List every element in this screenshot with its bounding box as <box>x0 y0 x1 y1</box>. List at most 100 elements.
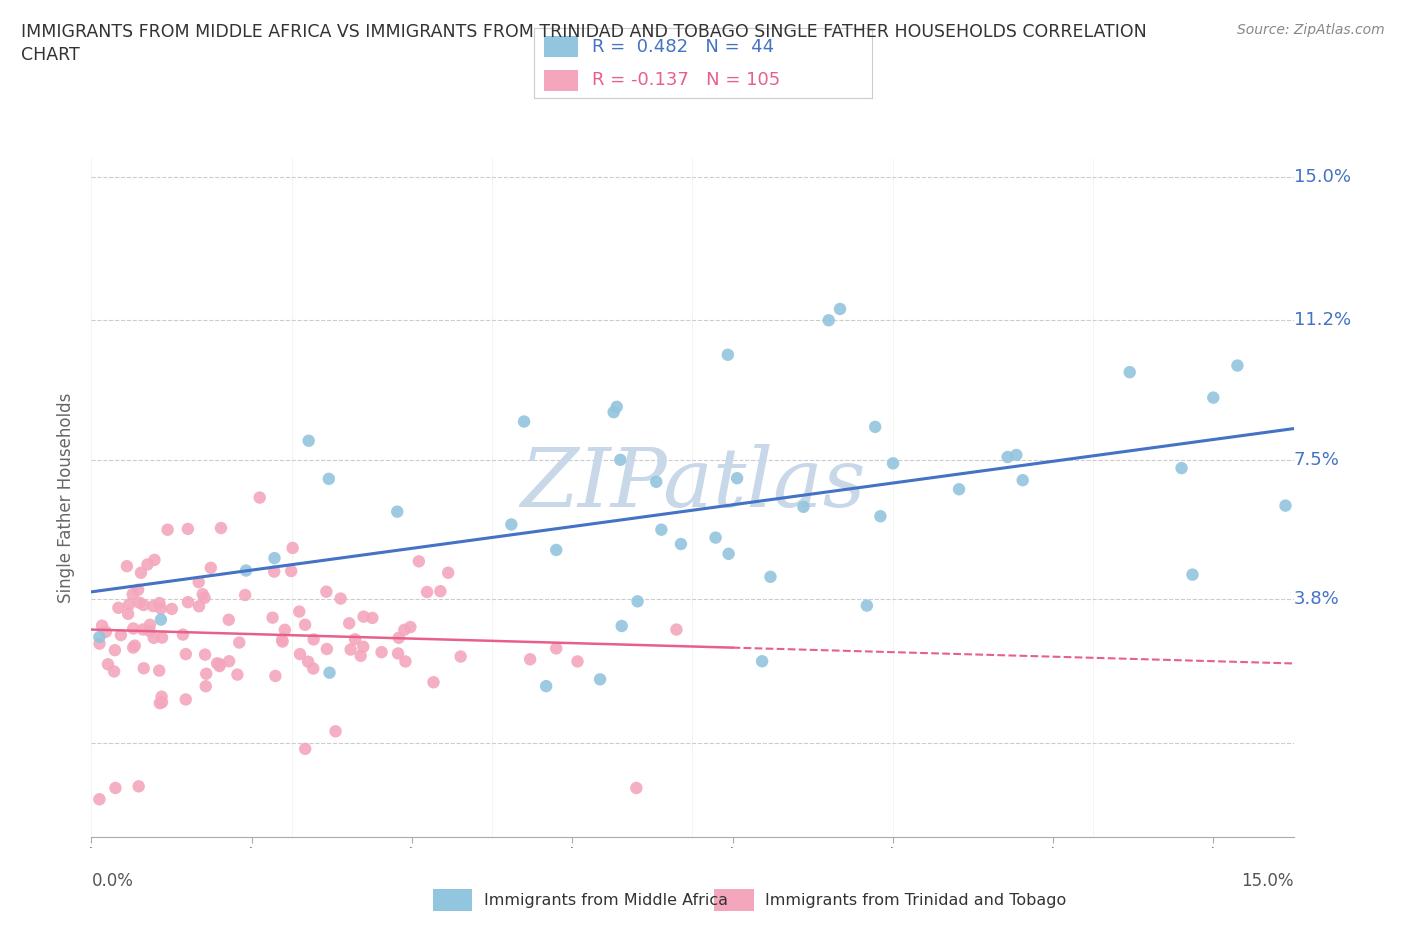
Point <box>174 692 197 707</box>
Point <box>606 399 628 414</box>
Point <box>91 618 114 633</box>
Point <box>513 414 536 429</box>
Point <box>589 671 612 686</box>
Point <box>271 632 294 647</box>
Point <box>416 585 439 600</box>
Point <box>361 610 384 625</box>
Text: 7.5%: 7.5% <box>1294 451 1340 469</box>
Y-axis label: Single Father Households: Single Father Households <box>58 392 76 603</box>
Point <box>191 587 214 602</box>
Point <box>121 587 143 602</box>
Point <box>136 557 159 572</box>
Point <box>89 630 111 644</box>
Point <box>117 606 139 621</box>
Point <box>177 522 200 537</box>
Point <box>350 648 373 663</box>
Point <box>150 631 173 645</box>
Point <box>645 474 668 489</box>
Point <box>271 634 294 649</box>
Point <box>534 679 557 694</box>
Point <box>450 649 472 664</box>
Point <box>869 509 891 524</box>
Point <box>399 619 422 634</box>
Point <box>828 301 851 316</box>
Point <box>387 646 409 661</box>
Point <box>156 523 179 538</box>
Point <box>519 652 541 667</box>
Point <box>422 675 444 690</box>
Point <box>717 546 740 561</box>
Text: 3.8%: 3.8% <box>1294 591 1340 608</box>
Point <box>318 665 340 680</box>
Point <box>104 780 127 795</box>
Point <box>132 598 155 613</box>
Text: IMMIGRANTS FROM MIDDLE AFRICA VS IMMIGRANTS FROM TRINIDAD AND TOBAGO SINGLE FATH: IMMIGRANTS FROM MIDDLE AFRICA VS IMMIGRA… <box>21 23 1147 41</box>
Point <box>429 584 451 599</box>
Point <box>118 597 141 612</box>
Point <box>387 504 409 519</box>
Point <box>150 695 173 710</box>
Point <box>149 612 172 627</box>
Point <box>602 405 624 419</box>
Point <box>1011 472 1033 487</box>
Point <box>194 679 217 694</box>
Point <box>149 696 172 711</box>
Point <box>315 642 337 657</box>
Point <box>194 647 217 662</box>
Point <box>394 622 416 637</box>
Text: Immigrants from Middle Africa: Immigrants from Middle Africa <box>484 893 728 908</box>
Point <box>148 663 170 678</box>
Point <box>725 471 748 485</box>
Point <box>218 612 240 627</box>
Point <box>128 779 150 794</box>
Point <box>1170 460 1192 475</box>
Point <box>298 433 321 448</box>
Point <box>148 595 170 610</box>
Point <box>294 618 316 632</box>
Point <box>122 621 145 636</box>
Point <box>339 642 361 657</box>
Point <box>94 624 117 639</box>
Bar <box>544 70 578 91</box>
Point <box>177 595 200 610</box>
Point <box>235 563 257 578</box>
Point <box>103 664 125 679</box>
Point <box>1274 498 1296 513</box>
Bar <box>433 889 472 911</box>
Point <box>110 628 132 643</box>
Point <box>717 347 740 362</box>
Point <box>209 521 232 536</box>
Bar <box>544 36 578 58</box>
Point <box>546 641 568 656</box>
Point <box>294 741 316 756</box>
Point <box>187 575 209 590</box>
Point <box>337 616 360 631</box>
Point <box>344 631 367 646</box>
Point <box>208 657 231 671</box>
Point <box>792 499 814 514</box>
Point <box>370 644 392 659</box>
Point <box>263 551 285 565</box>
Point <box>89 791 111 806</box>
Text: 15.0%: 15.0% <box>1294 168 1351 186</box>
Text: 11.2%: 11.2% <box>1294 312 1351 329</box>
Point <box>128 595 150 610</box>
Point <box>124 638 146 653</box>
Point <box>353 609 375 624</box>
Point <box>704 530 727 545</box>
Point <box>665 622 688 637</box>
Point <box>325 724 347 738</box>
Point <box>302 632 325 647</box>
Point <box>233 588 256 603</box>
Point <box>274 622 297 637</box>
Point <box>567 654 589 669</box>
Point <box>759 569 782 584</box>
Text: 0.0%: 0.0% <box>91 872 134 890</box>
Point <box>249 490 271 505</box>
Point <box>856 598 879 613</box>
Point <box>160 602 183 617</box>
Point <box>302 661 325 676</box>
Point <box>129 565 152 580</box>
Point <box>142 631 165 645</box>
Point <box>127 582 149 597</box>
